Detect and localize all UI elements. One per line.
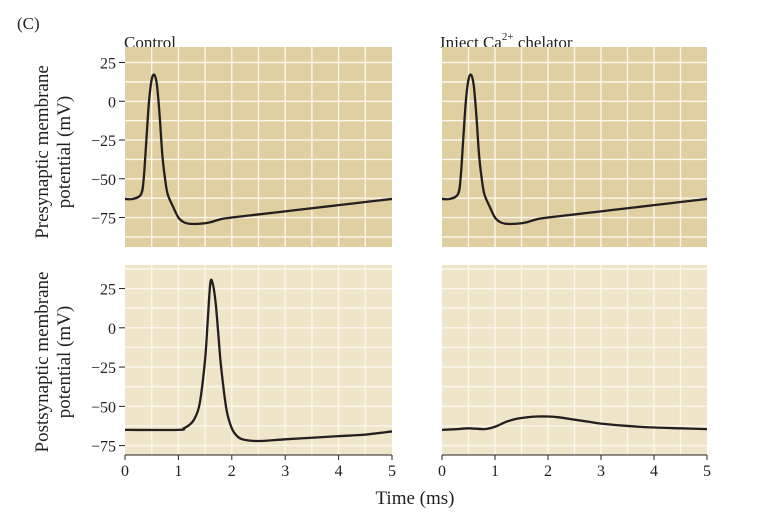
chelator-presynaptic-trace bbox=[441, 73, 708, 226]
y-tick-label: 0 bbox=[108, 321, 116, 338]
presynaptic-ylabel-line1: Presynaptic membrane bbox=[32, 65, 53, 239]
control-presynaptic-panel: 25 0 −25 −50 −75 bbox=[91, 47, 393, 247]
x-tick-label: 0 bbox=[121, 463, 129, 480]
chelator-presynaptic-panel bbox=[441, 47, 708, 247]
y-tick-label: −25 bbox=[91, 360, 116, 377]
control-postsynaptic-trace bbox=[124, 278, 393, 443]
y-tick-label: −75 bbox=[91, 211, 116, 228]
x-tick-label: 2 bbox=[544, 463, 552, 480]
x-tick-label: 2 bbox=[228, 463, 236, 480]
figure-label: (C) bbox=[17, 14, 40, 33]
y-tick-label: −50 bbox=[91, 399, 116, 416]
control-presynaptic-trace bbox=[124, 73, 393, 226]
panels: 25 0 −25 −50 −75 25 0 −25 −50 −75 0 1 2 3 4 5 0 1 2 3 4 5 bbox=[91, 47, 711, 480]
y-tick-label: −25 bbox=[91, 133, 116, 150]
x-tick-label: 5 bbox=[703, 463, 711, 480]
y-tick-label: −50 bbox=[91, 172, 116, 189]
x-tick-label: 1 bbox=[491, 463, 499, 480]
presynaptic-ylabel: Presynaptic membrane potential (mV) bbox=[32, 65, 75, 239]
x-tick-label: 0 bbox=[438, 463, 446, 480]
y-tick-label: 0 bbox=[108, 94, 116, 111]
x-tick-label: 1 bbox=[174, 463, 182, 480]
x-tick-label: 5 bbox=[388, 463, 396, 480]
y-tick-label: 25 bbox=[100, 56, 116, 73]
chelator-postsynaptic-panel: 0 1 2 3 4 5 bbox=[438, 265, 711, 480]
x-tick-label: 3 bbox=[281, 463, 289, 480]
chelator-title-superscript: 2+ bbox=[502, 31, 514, 43]
x-tick-label: 3 bbox=[597, 463, 605, 480]
presynaptic-ylabel-line2: potential (mV) bbox=[54, 96, 75, 208]
postsynaptic-ylabel: Postsynaptic membrane potential (mV) bbox=[32, 272, 75, 453]
control-postsynaptic-panel: 25 0 −25 −50 −75 0 1 2 3 4 5 bbox=[91, 265, 396, 480]
x-tick-label: 4 bbox=[335, 463, 343, 480]
y-tick-label: 25 bbox=[100, 282, 116, 299]
x-axis-label: Time (ms) bbox=[375, 488, 454, 509]
postsynaptic-ylabel-line1: Postsynaptic membrane bbox=[32, 272, 53, 453]
x-tick-label: 4 bbox=[650, 463, 658, 480]
y-tick-label: −75 bbox=[91, 439, 116, 456]
postsynaptic-ylabel-line2: potential (mV) bbox=[54, 306, 75, 418]
chelator-postsynaptic-trace bbox=[441, 415, 708, 432]
